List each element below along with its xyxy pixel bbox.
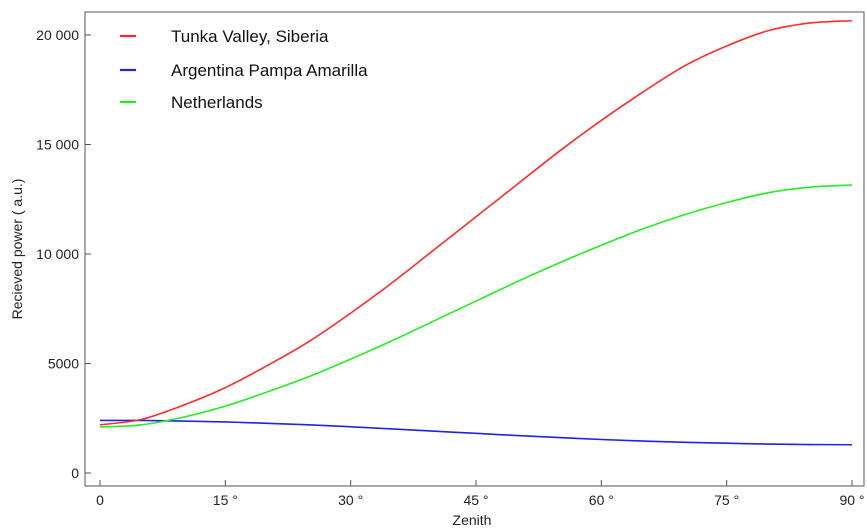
y-tick-label: 10 000 xyxy=(36,246,79,262)
x-tick-label: 30 ° xyxy=(338,492,363,508)
plot-frame xyxy=(84,11,865,487)
y-tick-label: 20 000 xyxy=(36,27,79,43)
x-tick-label: 75 ° xyxy=(714,492,739,508)
x-axis-title: Zenith xyxy=(453,512,492,528)
y-tick-label: 5000 xyxy=(48,356,79,372)
series-argentina-pampa-amarilla-line xyxy=(99,419,853,446)
legend: Tunka Valley, Siberia Argentina Pampa Ama… xyxy=(120,27,368,112)
x-tick-label: 60 ° xyxy=(589,492,614,508)
series-tunka-valley-line xyxy=(99,19,853,426)
x-axis: 0 15 ° 30 ° 45 ° 60 ° 75 ° 90 ° xyxy=(96,480,865,508)
y-axis: 0 5000 10 000 15 000 20 000 xyxy=(36,27,91,481)
x-tick-label: 0 xyxy=(96,492,104,508)
x-tick-label: 90 ° xyxy=(839,492,864,508)
series-netherlands-line xyxy=(99,184,853,428)
y-tick-label: 15 000 xyxy=(36,137,79,153)
legend-label: Argentina Pampa Amarilla xyxy=(171,61,368,80)
legend-label: Netherlands xyxy=(171,93,263,112)
y-axis-title: Recieved power ( a.u.) xyxy=(9,179,25,320)
x-tick-label: 15 ° xyxy=(213,492,238,508)
legend-label: Tunka Valley, Siberia xyxy=(171,27,329,46)
series-layer xyxy=(99,19,853,446)
x-tick-label: 45 ° xyxy=(463,492,488,508)
y-tick-label: 0 xyxy=(71,465,79,481)
